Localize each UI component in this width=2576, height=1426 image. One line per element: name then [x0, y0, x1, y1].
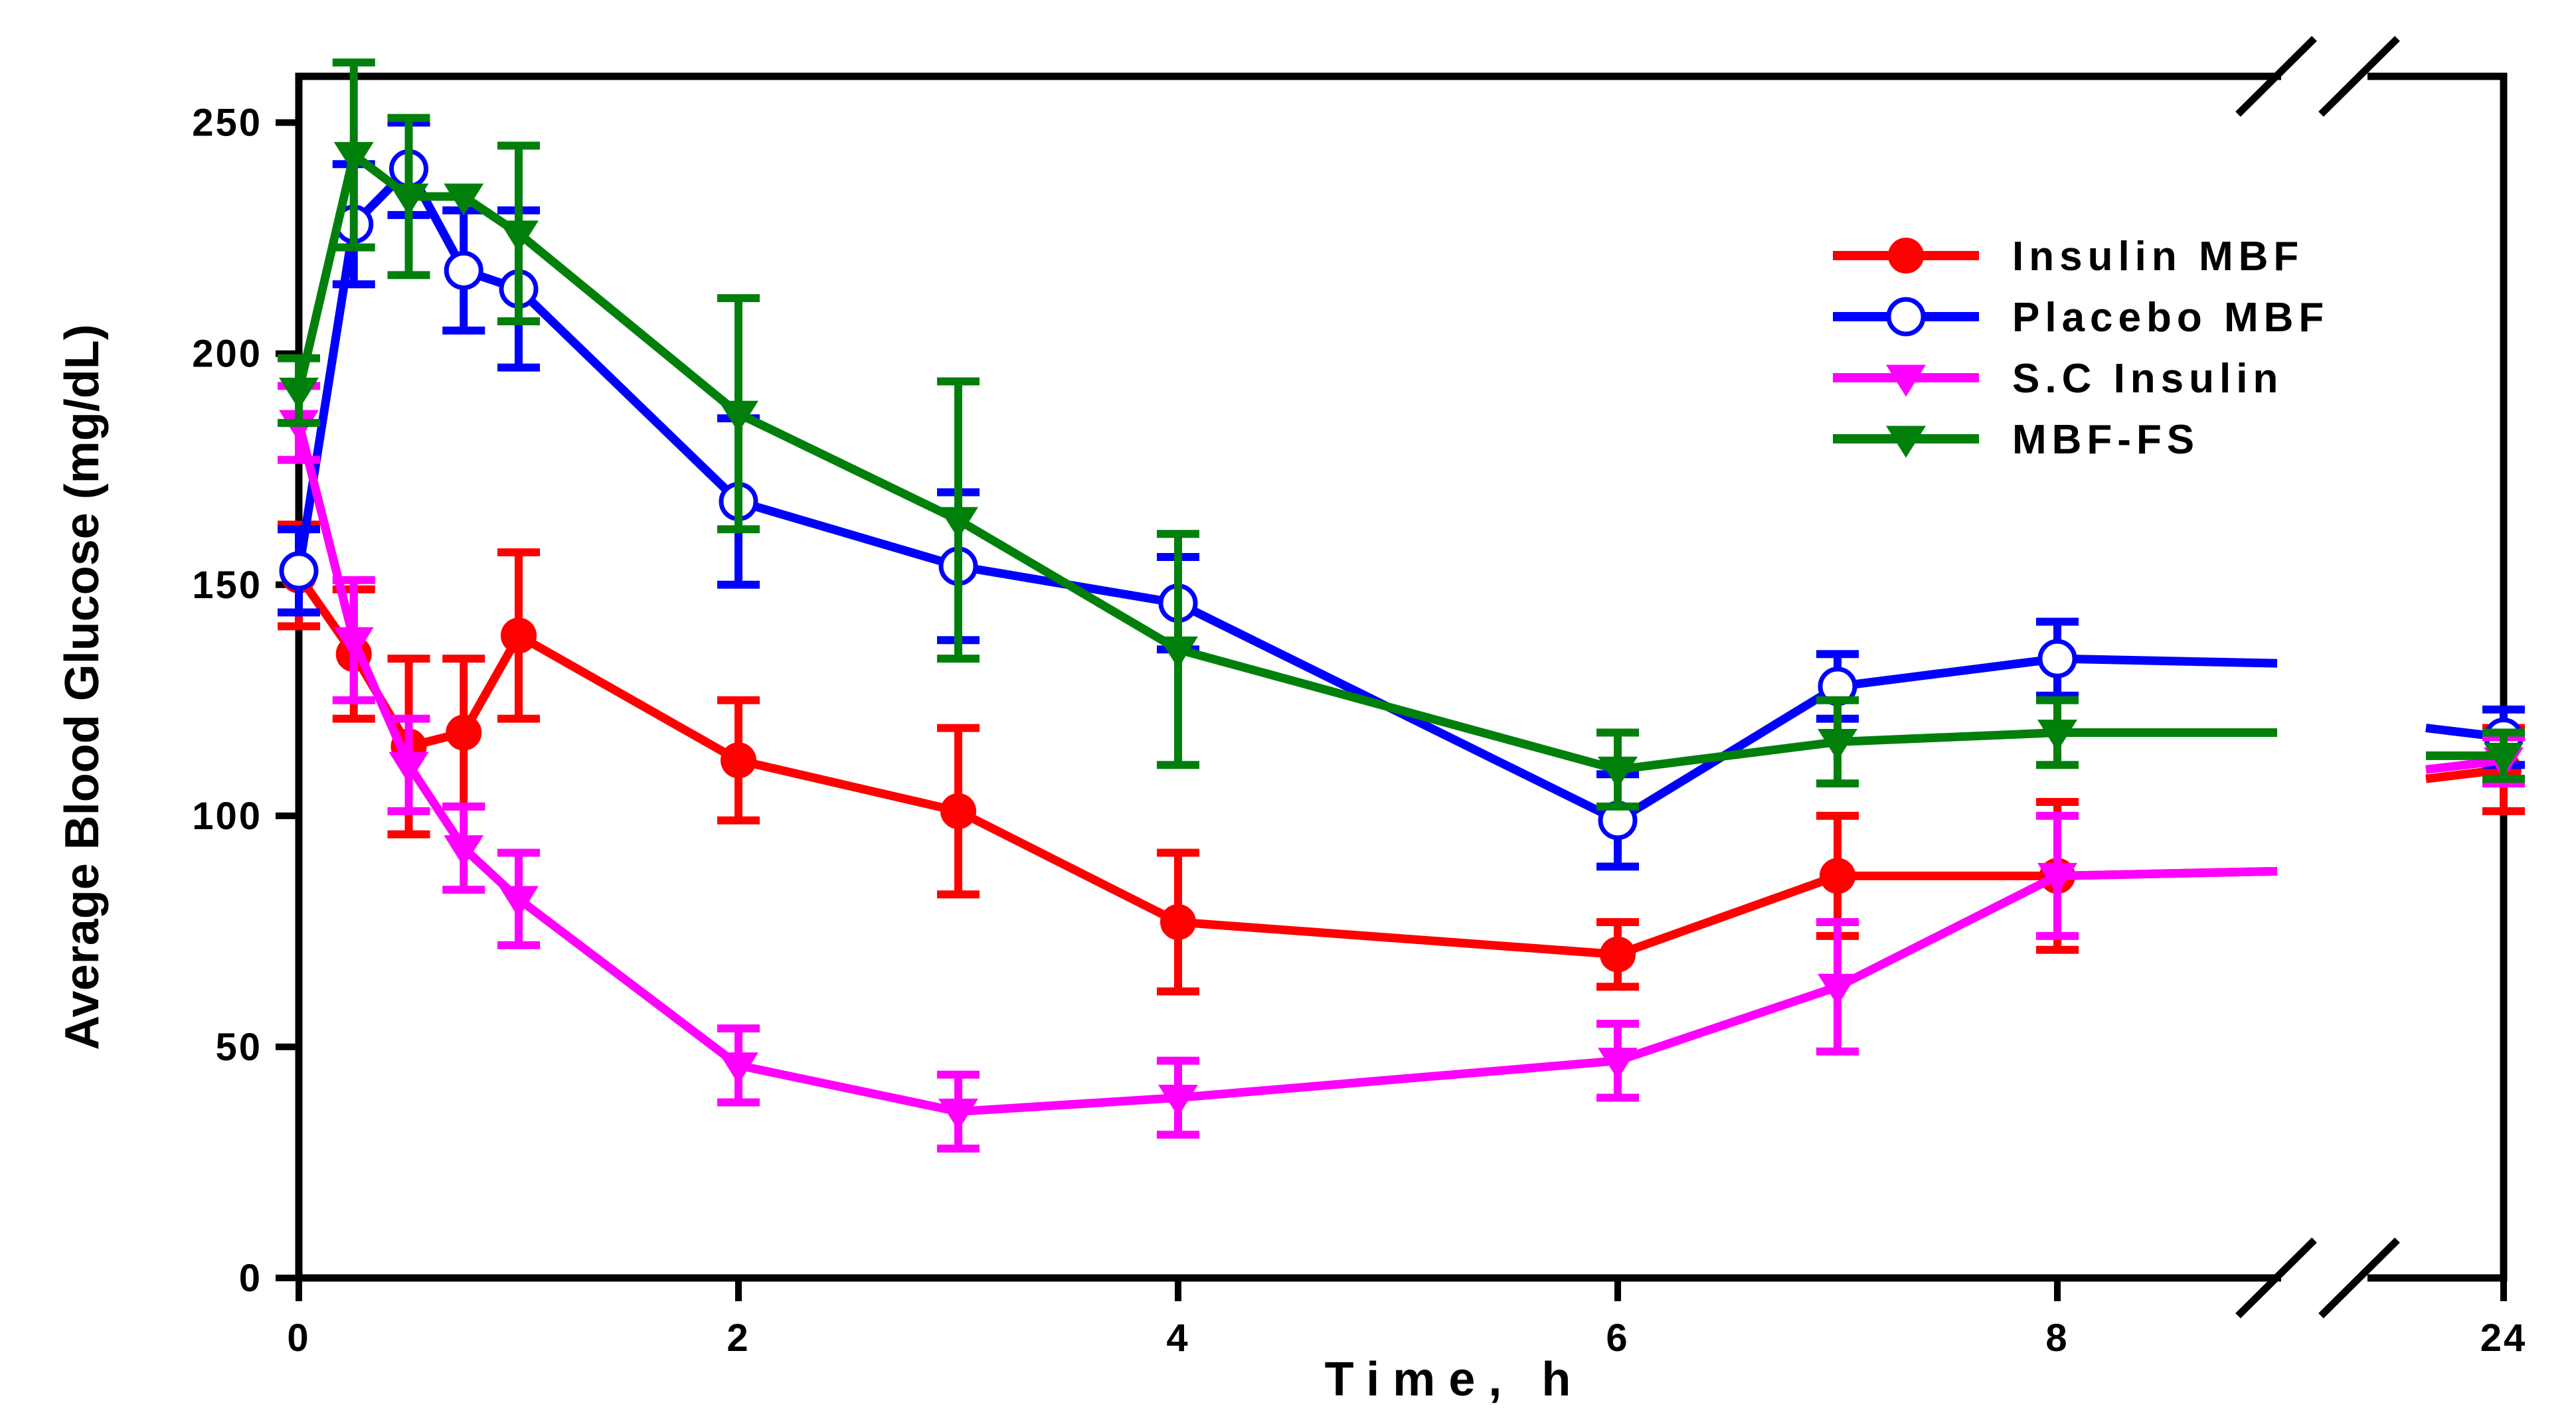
data-point	[940, 793, 976, 829]
y-tick-label: 0	[239, 1257, 262, 1300]
data-point	[444, 250, 483, 290]
data-point	[938, 507, 978, 539]
legend-label-0: Insulin MBF	[2012, 234, 2304, 279]
data-point	[2037, 720, 2077, 752]
data-point	[444, 835, 484, 868]
legend-marker-3	[1886, 426, 1926, 458]
axis-break-mark-bottom-0	[2235, 1237, 2317, 1318]
axis-break-mark-top-1	[2318, 36, 2400, 117]
data-point	[719, 400, 758, 433]
series-line-2-1	[2425, 755, 2504, 774]
data-point	[444, 183, 484, 216]
y-tick-label: 250	[192, 102, 262, 145]
data-point	[333, 141, 374, 174]
data-point	[2037, 862, 2077, 895]
series-layer	[278, 58, 2525, 1153]
data-point	[446, 714, 482, 751]
data-point	[279, 551, 319, 591]
axis-break-mark-top-0	[2235, 36, 2317, 117]
data-point	[1598, 1048, 1638, 1080]
data-point	[2484, 742, 2524, 775]
legend-label-3: MBF-FS	[2012, 417, 2199, 463]
data-point	[1160, 904, 1196, 940]
series-2	[278, 382, 2525, 1153]
data-point	[938, 1098, 978, 1131]
legend-label-2: S.C Insulin	[2012, 356, 2283, 402]
data-point	[721, 742, 756, 779]
x-tick-label: 0	[287, 1316, 310, 1360]
plot-frame	[295, 72, 2508, 1282]
data-point	[499, 886, 539, 918]
data-point	[279, 377, 319, 410]
legend-marker-1	[1886, 297, 1926, 337]
legend-marker-2	[1886, 364, 1926, 397]
data-point	[501, 617, 537, 654]
data-point	[499, 220, 539, 253]
legend-marker-0	[1888, 238, 1924, 274]
series-3	[278, 58, 2525, 811]
x-tick-label: 8	[2045, 1316, 2069, 1360]
legend-label-1: Placebo MBF	[2012, 295, 2329, 341]
data-point	[1818, 728, 1857, 761]
x-tick-label: 2	[727, 1316, 750, 1360]
data-point	[1818, 973, 1857, 1006]
x-tick-label: 4	[1166, 1316, 1189, 1360]
data-point	[719, 1052, 758, 1085]
y-tick-label: 150	[192, 564, 262, 607]
data-point	[388, 752, 429, 784]
y-tick-label: 200	[192, 333, 262, 376]
legend: Insulin MBF Placebo MBF S.C Insulin MBF-FS	[1833, 234, 2329, 463]
y-axis-title: Average Blood Glucose (mg/dL)	[56, 324, 109, 1050]
series-line-1-0	[294, 164, 2278, 825]
data-point	[333, 627, 374, 659]
x-axis-title: Time, h	[1325, 1353, 1585, 1406]
data-point	[388, 183, 429, 216]
data-point	[1598, 756, 1638, 789]
data-point	[1158, 636, 1198, 669]
x-tick-label: 6	[1606, 1316, 1629, 1360]
x-tick-label: 24	[2480, 1316, 2528, 1360]
y-tick-label: 100	[192, 795, 262, 838]
data-point	[2037, 639, 2077, 678]
data-point	[1158, 1085, 1198, 1117]
series-line-2-0	[294, 422, 2278, 1116]
data-point	[1600, 936, 1636, 973]
series-0	[278, 520, 2525, 996]
series-line-0-0	[295, 573, 2278, 959]
axis-break-mark-bottom-1	[2318, 1237, 2400, 1318]
data-point	[1820, 858, 1855, 894]
y-tick-label: 50	[215, 1026, 262, 1069]
